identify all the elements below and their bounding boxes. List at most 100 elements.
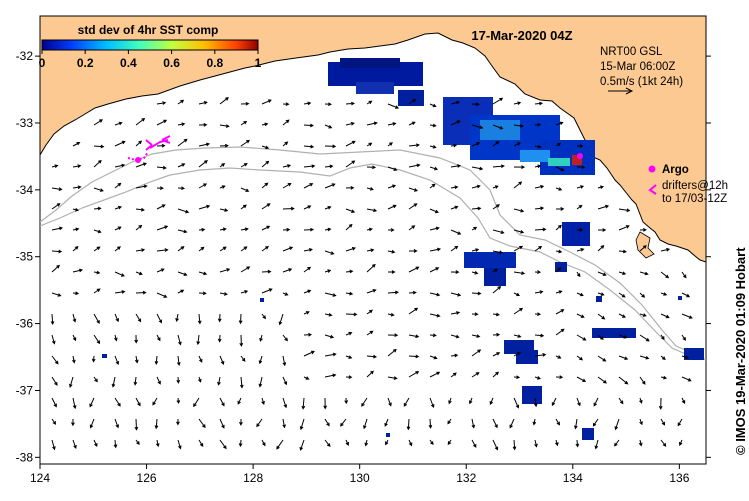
current-arrow xyxy=(555,207,565,211)
current-arrow xyxy=(555,267,562,273)
drifter-legend-icon xyxy=(648,184,657,195)
current-arrow xyxy=(429,397,435,408)
current-arrow xyxy=(513,292,521,297)
current-arrow xyxy=(282,334,288,342)
current-arrow xyxy=(135,140,143,147)
current-arrow xyxy=(533,397,538,408)
current-arrow xyxy=(303,144,315,149)
current-arrow xyxy=(429,123,437,128)
current-arrow xyxy=(261,203,271,210)
current-arrow xyxy=(261,269,272,274)
current-arrow xyxy=(196,334,201,346)
current-arrow xyxy=(282,246,294,252)
lat-tick-label: -37 xyxy=(16,383,34,397)
argo-legend-icon xyxy=(648,165,656,173)
current-arrow xyxy=(513,334,522,338)
current-arrow xyxy=(72,245,79,252)
current-arrow xyxy=(282,182,292,189)
current-arrow xyxy=(177,138,188,147)
current-arrow xyxy=(114,226,122,231)
current-arrow xyxy=(282,376,288,386)
current-arrow xyxy=(134,355,139,364)
current-arrow xyxy=(197,313,202,325)
current-arrow xyxy=(534,290,544,294)
current-arrow xyxy=(114,355,120,366)
drifter-legend-line2: to 17/03-12Z xyxy=(662,193,727,205)
current-arrow xyxy=(534,164,542,169)
current-arrow xyxy=(303,289,312,294)
current-arrow xyxy=(492,140,500,147)
current-arrow xyxy=(447,439,452,446)
current-arrow xyxy=(72,185,82,190)
current-arrow xyxy=(366,289,377,294)
lon-tick-label: 130 xyxy=(350,471,370,485)
current-arrow xyxy=(593,397,599,407)
current-arrow xyxy=(408,371,420,378)
current-arrow xyxy=(324,352,337,357)
current-arrow xyxy=(156,165,167,170)
current-arrow xyxy=(555,142,562,147)
current-arrow xyxy=(471,312,479,317)
lon-tick-label: 136 xyxy=(669,471,689,485)
current-arrow xyxy=(387,397,392,407)
current-arrow xyxy=(177,163,186,168)
current-arrow xyxy=(387,348,397,357)
current-arrow xyxy=(240,355,246,362)
current-arrow xyxy=(450,143,458,148)
current-arrow xyxy=(345,140,356,147)
current-arrow xyxy=(639,376,646,385)
current-arrow xyxy=(532,418,537,426)
current-arrow xyxy=(408,203,418,210)
current-arrow xyxy=(299,439,305,451)
current-arrow xyxy=(93,439,98,448)
current-arrow xyxy=(72,334,77,342)
current-arrow xyxy=(387,204,397,210)
current-arrow xyxy=(639,227,647,232)
current-arrow xyxy=(618,355,629,360)
current-arrow xyxy=(513,142,521,147)
current-arrow xyxy=(450,205,459,210)
colorbar-tick-label: 0.6 xyxy=(163,56,180,70)
current-arrow xyxy=(677,418,683,427)
current-arrow xyxy=(471,166,484,171)
colorbar: std dev of 4hr SST comp 0 0.2 0.4 0.6 0.8 1 xyxy=(39,23,262,70)
current-arrow xyxy=(450,292,462,297)
current-arrow xyxy=(597,185,604,190)
current-arrow xyxy=(408,334,420,339)
current-arrow xyxy=(639,292,646,298)
current-vector-field xyxy=(50,97,693,451)
current-arrow xyxy=(239,334,244,347)
current-arrow xyxy=(303,205,312,210)
current-arrow xyxy=(679,439,683,446)
current-arrow xyxy=(324,269,332,273)
current-arrow xyxy=(89,418,95,429)
map-date-title: 17-Mar-2020 04Z xyxy=(471,28,572,43)
current-arrow xyxy=(156,376,161,385)
current-arrow xyxy=(513,375,521,380)
current-arrow xyxy=(555,328,565,336)
current-arrow xyxy=(282,355,287,367)
current-arrow xyxy=(93,334,101,345)
current-arrow xyxy=(324,227,332,232)
current-arrow xyxy=(469,397,473,405)
drifter-legend: Argo drifters@12h to 17/03-12Z xyxy=(648,164,728,205)
current-arrow xyxy=(156,119,168,126)
current-arrow xyxy=(114,334,118,342)
current-arrow xyxy=(388,270,396,274)
current-arrow xyxy=(345,355,353,359)
current-arrow xyxy=(345,160,356,168)
current-arrow xyxy=(217,334,222,343)
current-arrow xyxy=(114,121,123,126)
current-arrow xyxy=(324,164,334,169)
current-arrow xyxy=(618,376,629,385)
current-arrow xyxy=(408,290,417,295)
current-arrow xyxy=(219,208,229,212)
current-arrow xyxy=(345,208,356,213)
current-arrow xyxy=(660,439,667,447)
current-arrow xyxy=(385,439,389,446)
current-arrow xyxy=(93,119,103,126)
current-arrow xyxy=(154,355,159,365)
current-arrow xyxy=(429,371,441,378)
current-arrow xyxy=(471,372,480,378)
current-arrow xyxy=(345,269,354,274)
